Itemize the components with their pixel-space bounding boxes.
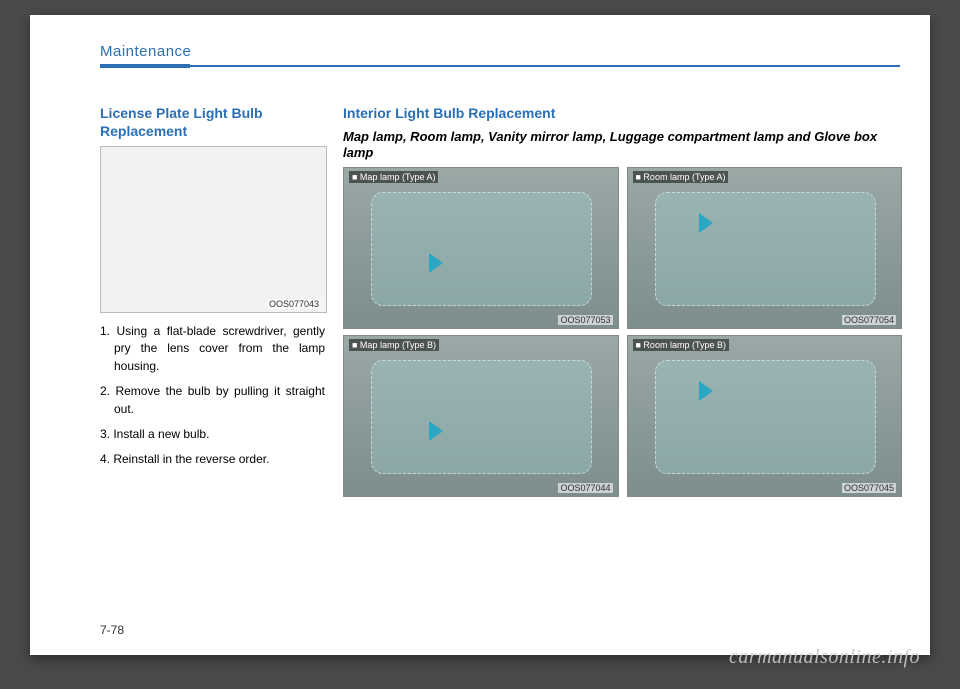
right-subheading: Map lamp, Room lamp, Vanity mirror lamp,…	[343, 129, 900, 162]
arrow-icon	[699, 213, 713, 233]
license-plate-figure: OOS077043	[100, 146, 327, 313]
lamp-illustration	[371, 360, 592, 474]
left-heading: License Plate Light Bulb Replacement	[100, 105, 325, 140]
lamp-illustration	[655, 360, 876, 474]
figure-code: OOS077044	[558, 483, 612, 493]
step-item: 1. Using a flat-blade screwdriver, gentl…	[100, 323, 325, 375]
step-item: 4. Reinstall in the reverse order.	[100, 451, 325, 468]
header-rule	[100, 65, 900, 67]
figure-label: ■ Map lamp (Type A)	[349, 171, 438, 183]
right-heading: Interior Light Bulb Replacement	[343, 105, 900, 123]
figure-code: OOS077053	[558, 315, 612, 325]
left-column: License Plate Light Bulb Replacement OOS…	[100, 105, 325, 615]
figure-code: OOS077054	[842, 315, 896, 325]
section-title: Maintenance	[100, 43, 191, 60]
arrow-icon	[429, 421, 443, 441]
lamp-illustration	[655, 192, 876, 306]
arrow-icon	[699, 381, 713, 401]
arrow-icon	[429, 253, 443, 273]
figure-code: OOS077045	[842, 483, 896, 493]
figure-grid: ■ Map lamp (Type A) OOS077053 ■ Room lam…	[343, 167, 900, 497]
step-item: 2. Remove the bulb by pulling it straigh…	[100, 383, 325, 418]
figure-label: ■ Room lamp (Type A)	[633, 171, 729, 183]
watermark: carmanualsonline.info	[729, 646, 920, 669]
room-lamp-type-a-figure: ■ Room lamp (Type A) OOS077054	[627, 167, 903, 329]
map-lamp-type-a-figure: ■ Map lamp (Type A) OOS077053	[343, 167, 619, 329]
figure-label: ■ Room lamp (Type B)	[633, 339, 729, 351]
manual-page: Maintenance License Plate Light Bulb Rep…	[30, 15, 930, 655]
page-number: 7-78	[100, 623, 124, 637]
room-lamp-type-b-figure: ■ Room lamp (Type B) OOS077045	[627, 335, 903, 497]
figure-label: ■ Map lamp (Type B)	[349, 339, 439, 351]
page-header: Maintenance	[100, 43, 900, 61]
step-item: 3. Install a new bulb.	[100, 426, 325, 443]
map-lamp-type-b-figure: ■ Map lamp (Type B) OOS077044	[343, 335, 619, 497]
figure-code: OOS077043	[267, 299, 321, 309]
lamp-illustration	[371, 192, 592, 306]
procedure-steps: 1. Using a flat-blade screwdriver, gentl…	[100, 323, 325, 469]
page-content: License Plate Light Bulb Replacement OOS…	[100, 105, 900, 615]
right-column: Interior Light Bulb Replacement Map lamp…	[343, 105, 900, 615]
